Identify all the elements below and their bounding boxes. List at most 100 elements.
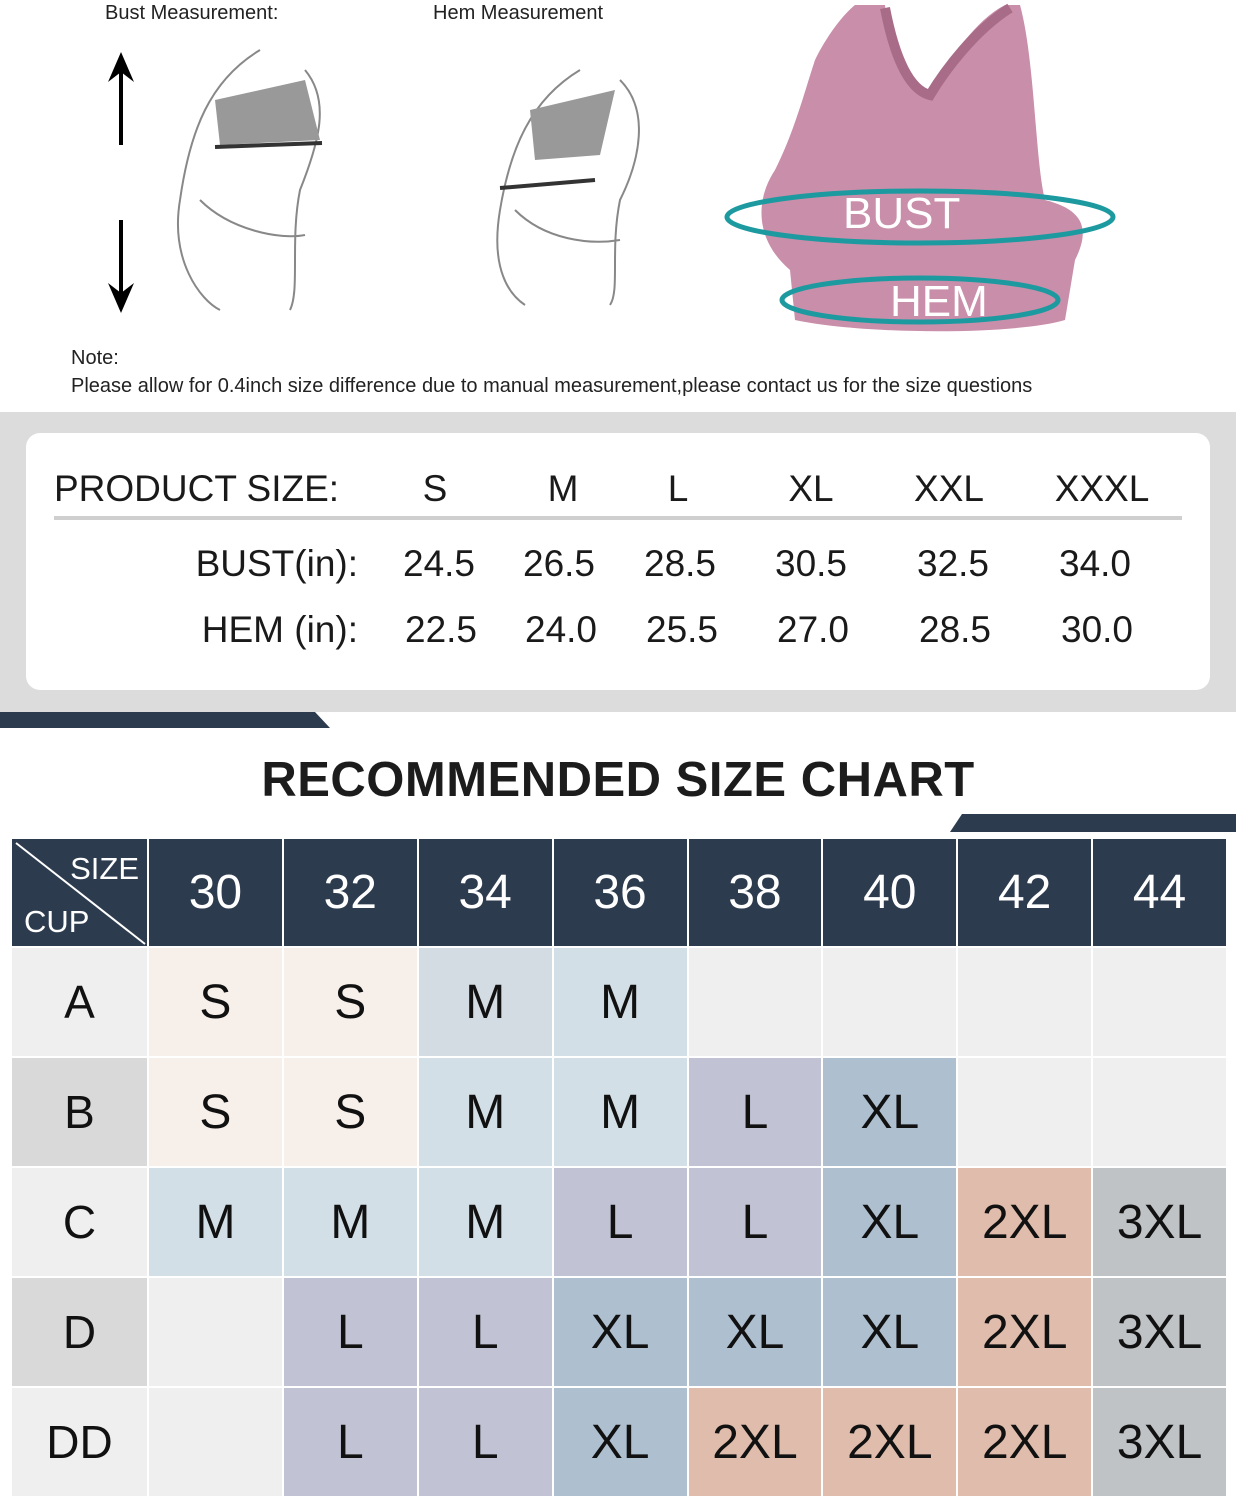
- size-cell: S: [281, 1056, 419, 1168]
- size-cell: [147, 1276, 284, 1388]
- table-row: B S S M M L XL: [10, 1056, 1228, 1168]
- hem-figure: [496, 69, 640, 306]
- up-arrow-icon: [108, 52, 134, 145]
- size-cell: 3XL: [1091, 1276, 1228, 1388]
- product-size-xl: XL: [788, 468, 834, 509]
- cup-c: C: [10, 1166, 149, 1278]
- product-size-m: M: [547, 468, 579, 509]
- measure-value: 32.5: [916, 543, 990, 584]
- size-cell: L: [686, 1166, 824, 1278]
- measure-value: 24.5: [402, 543, 476, 584]
- band-size-32: 32: [281, 837, 419, 948]
- size-cell: XL: [821, 1056, 959, 1168]
- divider: [54, 516, 1182, 520]
- measure-value: 27.0: [776, 609, 850, 650]
- product-size-xxl: XXL: [914, 468, 984, 509]
- band-size-36: 36: [551, 837, 689, 948]
- down-arrow-icon: [108, 220, 134, 313]
- hem-measurement-label: Hem Measurement: [433, 2, 604, 24]
- measure-value: 30.0: [1060, 609, 1134, 650]
- size-cell: M: [281, 1166, 419, 1278]
- size-cell: 2XL: [821, 1386, 959, 1498]
- product-size-xxxl: XXXL: [1054, 468, 1150, 509]
- size-cell: [956, 946, 1094, 1058]
- measure-value: 28.5: [918, 609, 992, 650]
- size-cell: 2XL: [686, 1386, 824, 1498]
- size-cell: M: [416, 946, 554, 1058]
- size-cell: [686, 946, 824, 1058]
- table-row: C M M M L L XL 2XL 3XL: [10, 1166, 1228, 1278]
- measure-value: 30.5: [774, 543, 848, 584]
- measure-value: 34.0: [1058, 543, 1132, 584]
- band-size-38: 38: [686, 837, 824, 948]
- product-size-header: PRODUCT SIZE:: [54, 468, 340, 509]
- size-cell: 2XL: [956, 1276, 1094, 1388]
- bust-text: BUST: [843, 189, 960, 238]
- decorative-bar-right: [950, 814, 1236, 832]
- size-cell: XL: [551, 1276, 689, 1388]
- size-cell: [956, 1056, 1094, 1168]
- band-size-30: 30: [147, 837, 284, 948]
- size-chart-table: SIZE CUP 30 32 34 36 38 40 42 44 A S S M M B S S M M L XL C…: [10, 837, 1228, 1498]
- product-size-s: S: [422, 468, 448, 509]
- size-cell: M: [551, 946, 689, 1058]
- size-cell: 2XL: [956, 1166, 1094, 1278]
- measure-row-label: BUST(in):: [195, 543, 358, 584]
- measurement-sketches: [108, 49, 640, 313]
- size-cell: [1091, 1056, 1228, 1168]
- size-cell: [821, 946, 959, 1058]
- cup-a: A: [10, 946, 149, 1058]
- band-size-40: 40: [821, 837, 959, 948]
- size-cell: XL: [821, 1276, 959, 1388]
- size-cell: XL: [821, 1166, 959, 1278]
- decorative-bar-left: [0, 712, 330, 728]
- measure-value: 25.5: [645, 609, 719, 650]
- note-heading: Note:: [71, 347, 119, 369]
- cup-d: D: [10, 1276, 149, 1388]
- size-cell: S: [281, 946, 419, 1058]
- measure-value: 24.0: [524, 609, 598, 650]
- corner-cell: SIZE CUP: [10, 837, 149, 948]
- size-cell: M: [551, 1056, 689, 1168]
- size-cell: M: [147, 1166, 284, 1278]
- size-cell: L: [551, 1166, 689, 1278]
- size-cell: 3XL: [1091, 1386, 1228, 1498]
- size-cell: 2XL: [956, 1386, 1094, 1498]
- size-cell: [147, 1386, 284, 1498]
- size-cell: S: [147, 1056, 284, 1168]
- sports-bra-image: BUST HEM: [724, 3, 1116, 332]
- size-cell: L: [281, 1276, 419, 1388]
- size-cell: L: [686, 1056, 824, 1168]
- product-size-l: L: [667, 468, 689, 509]
- size-cell: L: [416, 1276, 554, 1388]
- product-size-card: [26, 433, 1210, 690]
- size-cell: XL: [686, 1276, 824, 1388]
- hem-text: HEM: [890, 277, 988, 326]
- cup-dd: DD: [10, 1386, 149, 1498]
- note-text: Please allow for 0.4inch size difference…: [71, 375, 1033, 397]
- size-cell: [1091, 946, 1228, 1058]
- size-cell: S: [147, 946, 284, 1058]
- measure-value: 26.5: [522, 543, 596, 584]
- size-cell: L: [281, 1386, 419, 1498]
- band-size-44: 44: [1091, 837, 1228, 948]
- measure-value: 22.5: [404, 609, 478, 650]
- measure-value: 28.5: [643, 543, 717, 584]
- table-row: D L L XL XL XL 2XL 3XL: [10, 1276, 1228, 1388]
- bust-measurement-label: Bust Measurement:: [105, 2, 279, 24]
- corner-cup-label: CUP: [24, 904, 90, 939]
- measure-row-label: HEM (in):: [201, 609, 358, 650]
- size-cell: M: [416, 1166, 554, 1278]
- size-cell: XL: [551, 1386, 689, 1498]
- size-cell: L: [416, 1386, 554, 1498]
- size-cell: 3XL: [1091, 1166, 1228, 1278]
- band-size-42: 42: [956, 837, 1094, 948]
- band-size-34: 34: [416, 837, 554, 948]
- size-chart-title: RECOMMENDED SIZE CHART: [261, 753, 975, 807]
- size-cell: M: [416, 1056, 554, 1168]
- bust-figure: [177, 49, 321, 311]
- cup-b: B: [10, 1056, 149, 1168]
- corner-size-label: SIZE: [70, 851, 139, 886]
- table-row: DD L L XL 2XL 2XL 2XL 3XL: [10, 1386, 1228, 1498]
